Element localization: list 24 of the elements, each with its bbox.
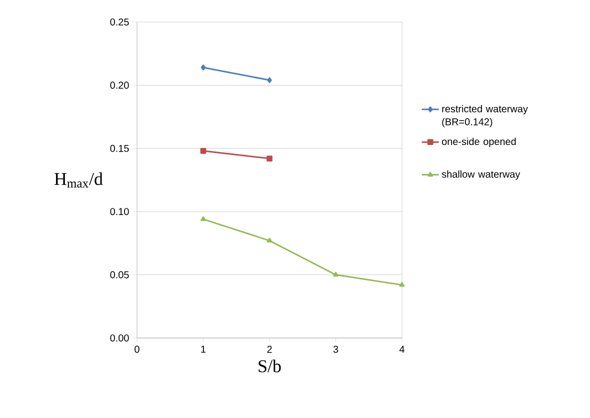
point (266, 238, 272, 243)
y-tick-label: 0.20 (110, 82, 129, 89)
x-tick-label: 0 (134, 346, 140, 353)
y-tick-label: 0.05 (110, 271, 129, 278)
legend-label: restricted waterway (BR=0.142) (442, 105, 528, 128)
point (399, 282, 405, 287)
y-tick-label: 0.00 (110, 334, 129, 342)
y-tick-label: 0.10 (110, 208, 129, 216)
point (333, 272, 338, 277)
point (200, 216, 206, 222)
point (200, 64, 206, 70)
point (267, 77, 272, 84)
y-tick-label: 0.25 (110, 18, 129, 26)
x-tick-label: 3 (333, 346, 338, 353)
point (266, 156, 272, 162)
x-tick-label: 1 (201, 346, 206, 353)
y-axis-title: H$_{max}$/d (54, 172, 103, 188)
point (200, 148, 206, 154)
x-tick-label: 4 (399, 346, 404, 353)
x-tick-label: 2 (267, 346, 272, 353)
y-tick-label: 0.15 (110, 144, 129, 152)
legend-label: shallow waterway (442, 170, 520, 180)
x-axis-title: S/b (258, 360, 281, 372)
legend-label: one-side opened (442, 138, 516, 148)
